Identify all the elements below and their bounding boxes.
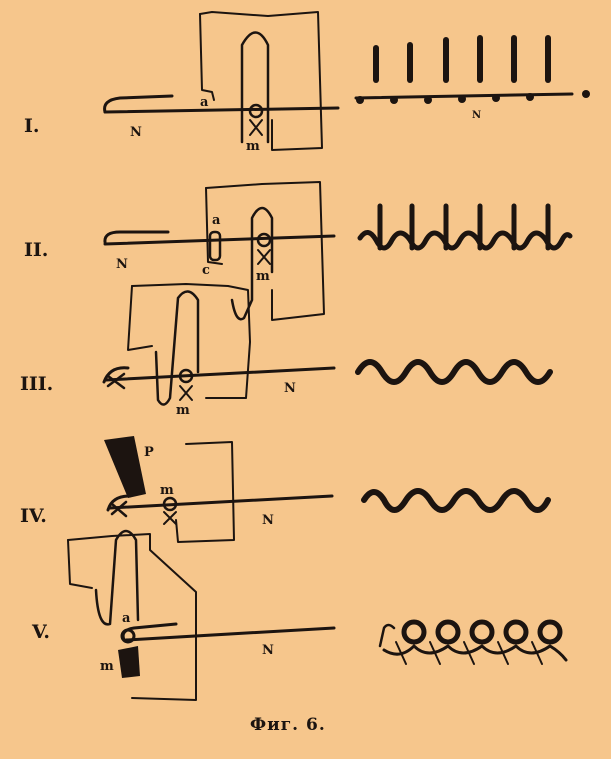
figure-caption: Фиг. 6. <box>250 715 326 735</box>
step-2-label-c: c <box>202 263 210 278</box>
step-3-label-m: m <box>176 403 190 418</box>
strip-dot <box>424 96 432 104</box>
step-3-fabric-edge <box>127 285 153 351</box>
step-5-fabric-edge <box>67 539 93 589</box>
step-3-fabric <box>131 283 251 399</box>
step-3-numeral: III. <box>20 373 53 395</box>
strip-dot <box>458 95 466 103</box>
step-5-needle <box>124 626 336 642</box>
step-1-fabric-edge <box>199 13 215 101</box>
step-2-loop <box>230 206 274 321</box>
step-4-cross <box>163 511 177 525</box>
step-1-needle <box>103 106 340 114</box>
step-4-needle <box>108 494 334 510</box>
step-2: II. N a c m <box>24 181 573 321</box>
step-1-fabric <box>199 11 323 151</box>
step-2-latch <box>208 230 222 262</box>
step-2-fabric <box>205 181 325 321</box>
step-2-stitch <box>256 232 272 248</box>
step-4-label-n: N <box>262 513 274 528</box>
step-3-loop <box>154 290 200 406</box>
strip-dot <box>390 96 398 104</box>
step-3: III. N m <box>20 283 553 418</box>
step-2-label-n: N <box>116 257 128 272</box>
step-3-cross <box>179 385 193 401</box>
step-1-needle-hook <box>103 94 174 114</box>
step-1: I. N a m N <box>24 11 590 154</box>
step-3-strip-wave <box>355 359 553 385</box>
step-4-presser <box>104 436 146 498</box>
strip-loop <box>537 619 563 645</box>
strip-cross-threads <box>395 641 543 665</box>
step-4: IV. P m N <box>20 436 551 543</box>
strip-dot <box>356 96 364 104</box>
strip-loop <box>503 619 529 645</box>
step-4-cross-left <box>110 500 128 518</box>
strip-loop <box>435 619 461 645</box>
step-1-numeral: I. <box>24 115 40 137</box>
strip-dot <box>492 94 500 102</box>
step-1-label-n: N <box>130 125 142 140</box>
step-4-numeral: IV. <box>20 505 47 527</box>
strip-loop <box>469 619 495 645</box>
step-3-label-n: N <box>284 381 296 396</box>
step-5-stitch <box>120 628 136 644</box>
step-2-fabric-edge <box>205 187 223 265</box>
strip-dot <box>582 90 590 98</box>
strip-base <box>382 644 568 662</box>
step-3-stitch <box>178 368 194 384</box>
strip-dot <box>526 93 534 101</box>
step-5: V. a m N <box>31 529 568 701</box>
step-1-cross <box>249 119 263 136</box>
step-2-label-a: a <box>212 213 221 228</box>
step-2-numeral: II. <box>24 239 48 261</box>
strip-lead <box>378 623 396 648</box>
step-2-needle-hook <box>103 230 170 244</box>
step-1-stitch <box>248 103 264 119</box>
step-5-loop <box>94 529 140 626</box>
step-3-cross-left <box>106 372 126 390</box>
step-4-strip-wave <box>361 488 551 513</box>
step-5-strip <box>378 619 568 665</box>
step-1-loop <box>240 31 270 144</box>
step-5-knot <box>118 646 140 678</box>
step-4-stitch <box>162 496 178 512</box>
strip-wave <box>357 230 573 251</box>
step-5-numeral: V. <box>31 621 50 643</box>
step-2-strip <box>357 203 573 251</box>
step-1-strip: N <box>354 35 590 121</box>
step-5-label-a: a <box>122 611 131 626</box>
strip-loop <box>401 619 427 645</box>
step-4-label-m: m <box>160 483 174 498</box>
step-1-label-a: a <box>200 95 209 110</box>
step-4-label-p: P <box>144 445 154 460</box>
step-5-label-m: m <box>100 659 114 674</box>
step-2-cross <box>257 249 271 265</box>
step-1-label-m: m <box>246 139 260 154</box>
step-1-strip-label-n: N <box>472 110 481 121</box>
step-5-label-n: N <box>262 643 274 658</box>
step-3-needle <box>104 366 336 382</box>
step-5-fabric <box>67 533 197 701</box>
step-4-fabric <box>175 441 235 543</box>
step-2-label-m: m <box>256 269 270 284</box>
